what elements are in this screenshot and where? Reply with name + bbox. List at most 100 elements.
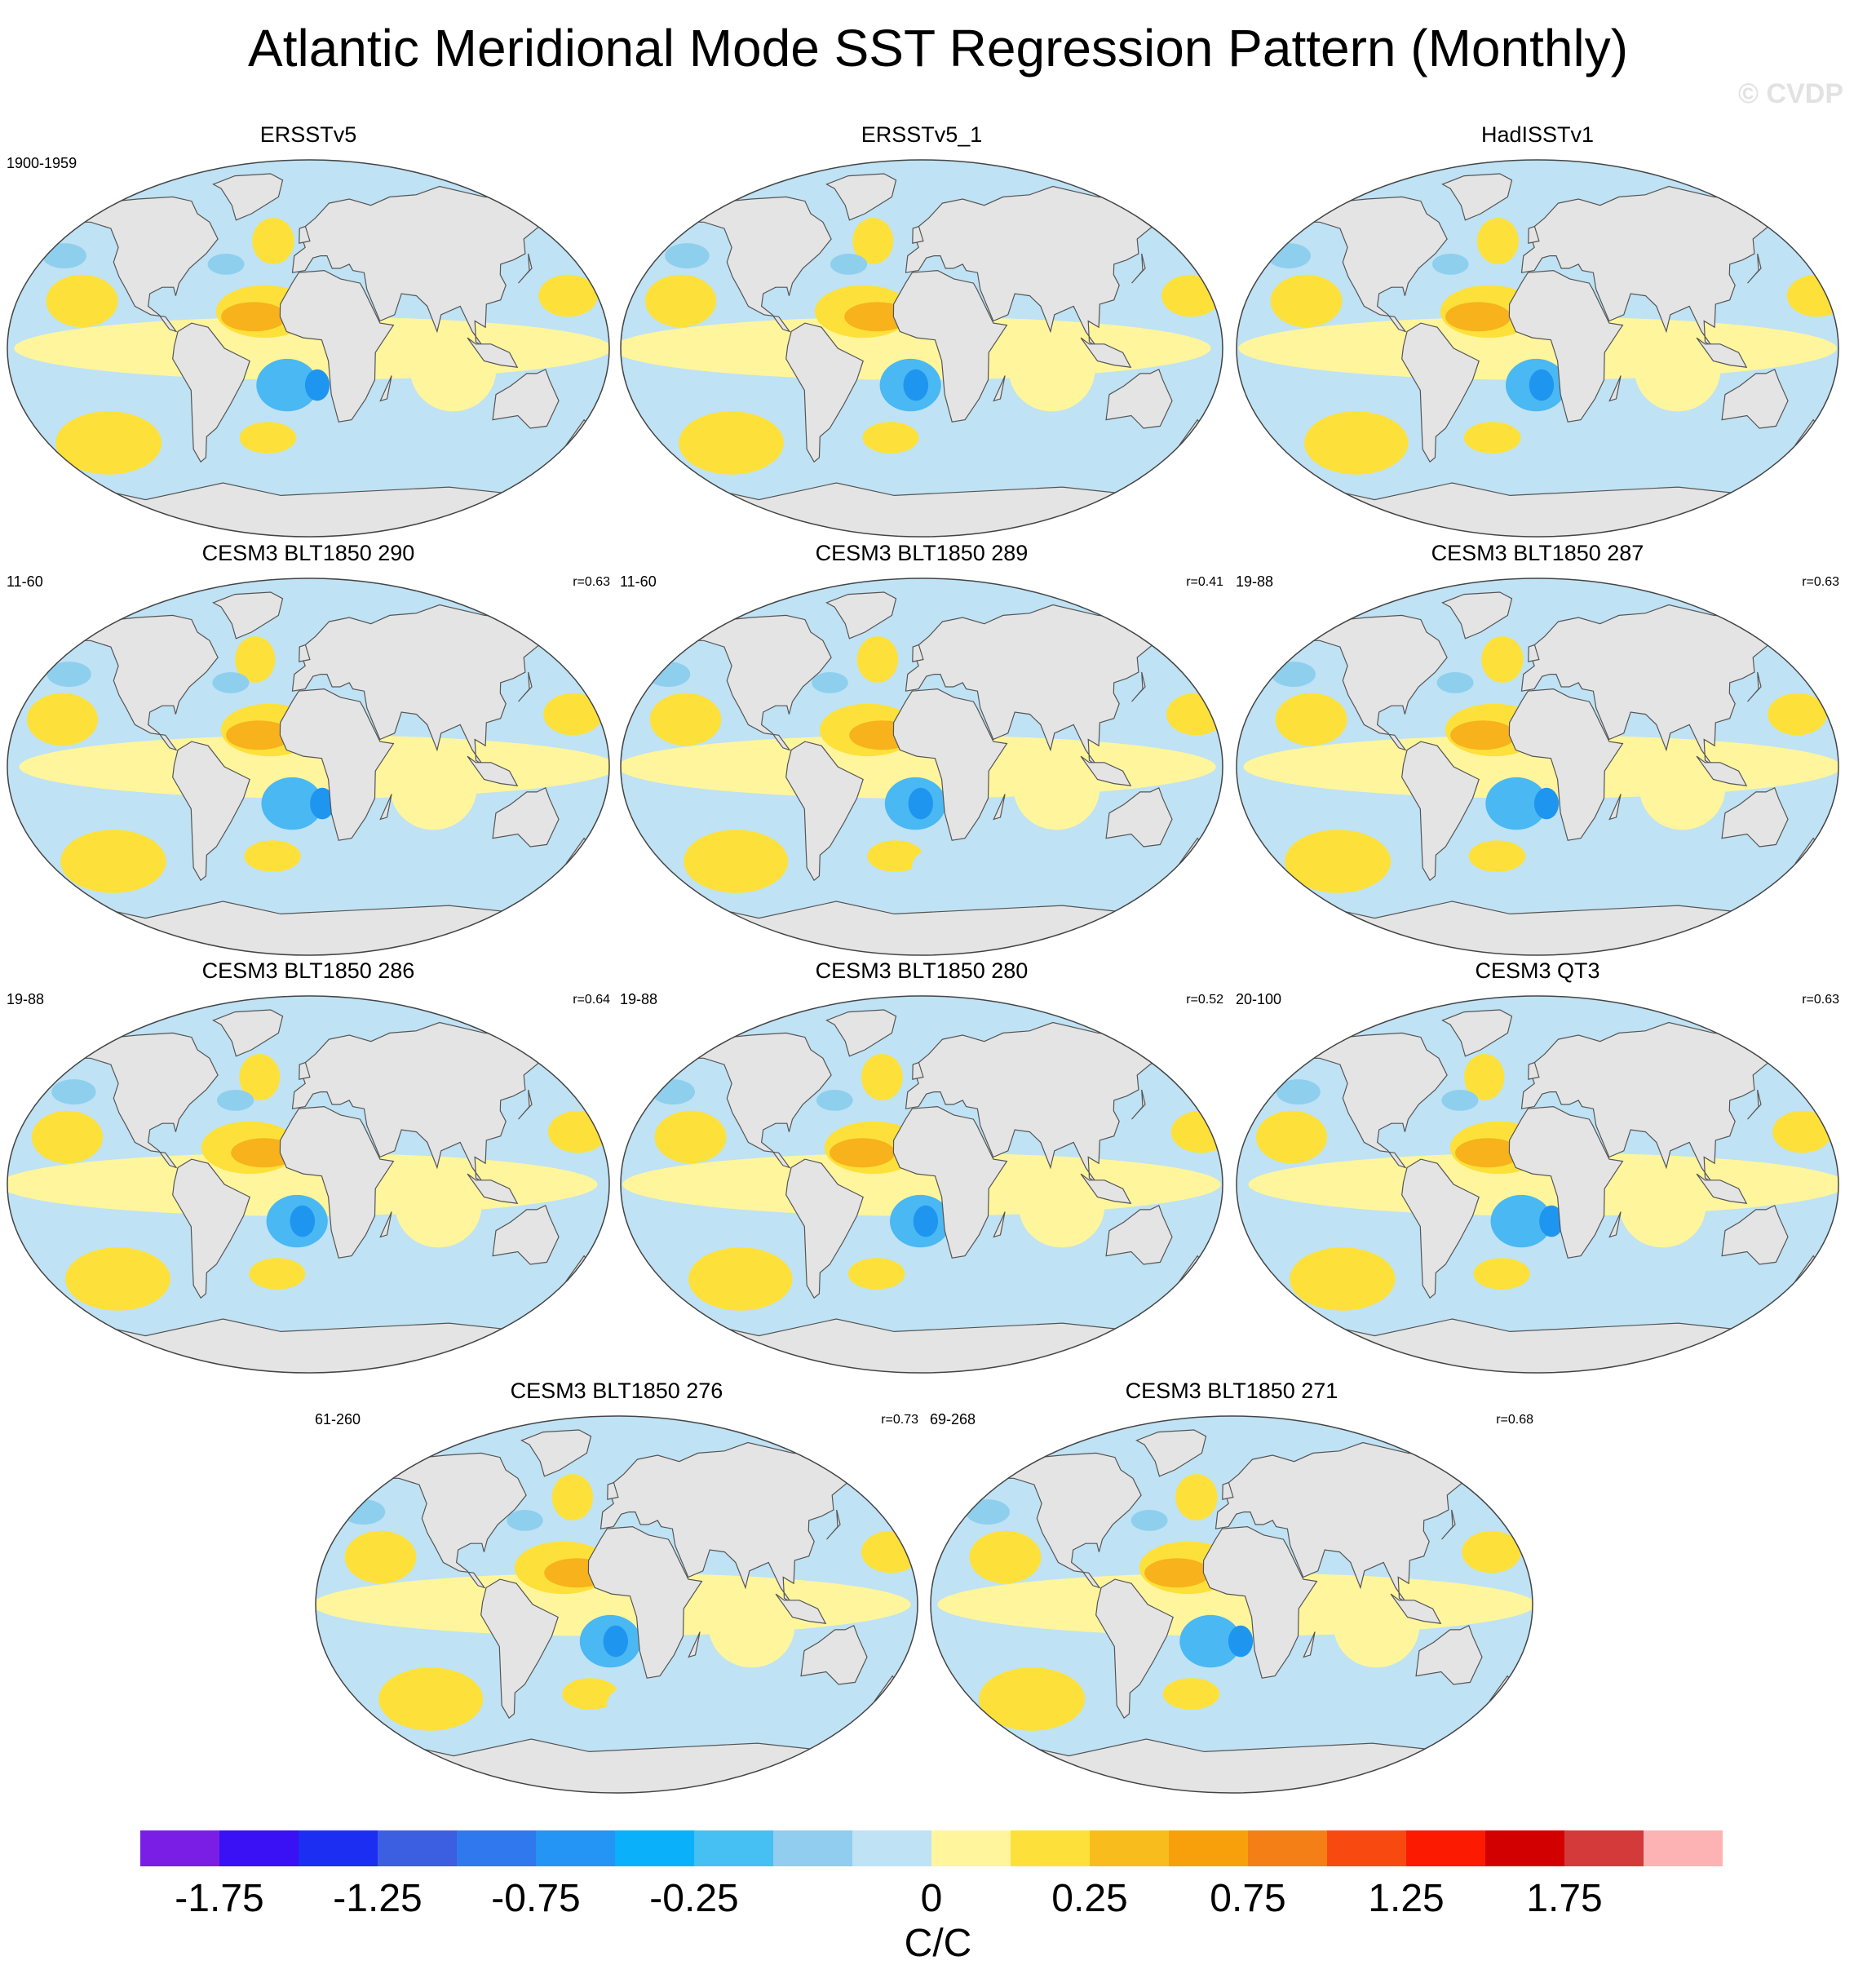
sst-anomaly-region	[1477, 218, 1519, 264]
landmass-northAmerica	[1297, 614, 1448, 751]
sst-anomaly-region	[261, 777, 323, 830]
sst-anomaly-region	[679, 411, 784, 475]
colorbar-swatch	[140, 1830, 219, 1866]
panel-years: 61-260	[315, 1411, 361, 1427]
sst-anomaly-region	[65, 1247, 170, 1311]
landmass-australia	[1105, 1204, 1173, 1265]
sst-anomaly-region	[1468, 840, 1526, 872]
map-panel: HadISSTv1	[1236, 122, 1839, 547]
sst-anomaly-region	[1445, 302, 1511, 332]
sst-anomaly-region	[867, 840, 923, 872]
landmass-indonesia	[467, 337, 519, 368]
colorbar-swatch	[1169, 1830, 1248, 1866]
landmass-northAmerica	[1297, 196, 1448, 333]
sst-anomaly-region	[1179, 1614, 1241, 1668]
sst-anomaly-region	[1270, 274, 1343, 328]
sst-anomaly-region	[1533, 411, 1760, 485]
sst-anomaly-region	[378, 1667, 484, 1731]
map-outline	[620, 578, 1223, 956]
sst-anomaly-region	[1130, 1510, 1168, 1531]
landmass-indonesia	[1696, 337, 1748, 368]
sst-regression-map	[1236, 578, 1839, 956]
landmass-uk	[299, 225, 311, 244]
colorbar-swatch	[219, 1830, 299, 1866]
sst-anomaly-region	[60, 830, 166, 893]
landmass-northAmerica	[991, 1452, 1142, 1589]
panel-pattern-correlation: r=0.73	[881, 1413, 918, 1427]
panel-title: CESM3 BLT1850 289	[815, 541, 1029, 565]
landmass-africa	[892, 269, 1008, 423]
sst-anomaly-region	[1161, 274, 1221, 317]
map-outline	[930, 1415, 1533, 1794]
landmass-japan	[518, 1089, 533, 1120]
sst-anomaly-region	[852, 218, 894, 264]
sst-regression-map	[7, 995, 610, 1374]
panel-pattern-correlation: r=0.68	[1496, 1413, 1533, 1427]
sst-anomaly-region	[1275, 693, 1347, 746]
sst-anomaly-region	[1304, 411, 1409, 475]
landmass-eurasia	[291, 185, 565, 347]
sst-anomaly-region	[965, 1499, 1010, 1525]
sst-anomaly-region	[1473, 1258, 1530, 1290]
sst-anomaly-region	[390, 746, 477, 830]
landmass-northAmerica	[376, 1452, 527, 1589]
landmass-indonesia	[775, 1593, 827, 1624]
landmass-africa	[1508, 1105, 1624, 1259]
sst-anomaly-region	[239, 422, 297, 454]
sst-anomaly-region	[42, 243, 86, 269]
landmass-africa	[1202, 1525, 1318, 1679]
landmass-southAmerica	[785, 322, 864, 463]
landmass-eurasia	[600, 1441, 874, 1603]
sst-anomaly-region	[607, 1667, 834, 1742]
sst-anomaly-region	[344, 1530, 417, 1584]
sst-anomaly-region	[235, 636, 276, 683]
figure-title: Atlantic Meridional Mode SST Regression …	[248, 19, 1628, 77]
panel-years: 11-60	[620, 573, 657, 590]
sst-anomaly-region	[1232, 1667, 1458, 1742]
sst-anomaly-region	[830, 1138, 896, 1168]
sst-anomaly-region	[317, 1247, 543, 1321]
landmass-eurasia	[905, 604, 1179, 765]
landmass-eurasia	[1520, 185, 1794, 347]
sst-anomaly-region	[249, 1258, 306, 1290]
sst-regression-map	[1236, 159, 1839, 538]
sst-anomaly-region	[651, 1079, 695, 1105]
sst-anomaly-region	[1008, 327, 1095, 412]
sst-anomaly-region	[861, 1530, 918, 1573]
sst-anomaly-region	[830, 254, 868, 275]
panel-title: CESM3 QT3	[1475, 958, 1600, 983]
sst-anomaly-region	[979, 1667, 1086, 1731]
sst-anomaly-region	[1290, 1247, 1396, 1311]
panel-pattern-correlation: r=0.52	[1186, 993, 1223, 1007]
cvdp-watermark: © CVDP	[1738, 78, 1843, 109]
sst-anomaly-region	[1175, 1474, 1218, 1520]
sst-anomaly-region	[912, 830, 1139, 904]
sst-anomaly-region	[1285, 830, 1392, 893]
map-outline	[315, 1415, 918, 1794]
landmass-greenland	[211, 591, 284, 640]
landmass-uk	[607, 1481, 619, 1500]
sst-anomaly-region	[1462, 1530, 1521, 1573]
sst-anomaly-region	[1144, 1558, 1210, 1588]
panel-title: HadISSTv1	[1480, 122, 1595, 147]
colorbar-swatch	[1248, 1830, 1327, 1866]
sst-anomaly-region	[1490, 1194, 1552, 1248]
panel-pattern-correlation: r=0.63	[573, 575, 610, 589]
sst-anomaly-region	[252, 218, 294, 264]
landmass-eurasia	[1520, 604, 1794, 765]
sst-anomaly-region	[684, 830, 789, 893]
landmass-uk	[299, 644, 311, 662]
sst-anomaly-region	[931, 411, 1157, 485]
map-panel: CESM3 BLT1850 289 11-60 r=0.41	[620, 541, 1223, 965]
landmass-japan	[518, 253, 533, 284]
sst-anomaly-region	[654, 1110, 727, 1164]
landmass-uk	[1528, 225, 1540, 244]
landmass-madagascar	[1608, 794, 1622, 821]
sst-anomaly-region	[812, 672, 848, 693]
landmass-australia	[1721, 786, 1789, 848]
landmass-indonesia	[1080, 1173, 1132, 1204]
sst-anomaly-region	[310, 787, 335, 820]
panel-title: CESM3 BLT1850 290	[201, 541, 415, 565]
colorbar-swatch	[931, 1830, 1011, 1866]
panel-years: 20-100	[1236, 991, 1282, 1007]
